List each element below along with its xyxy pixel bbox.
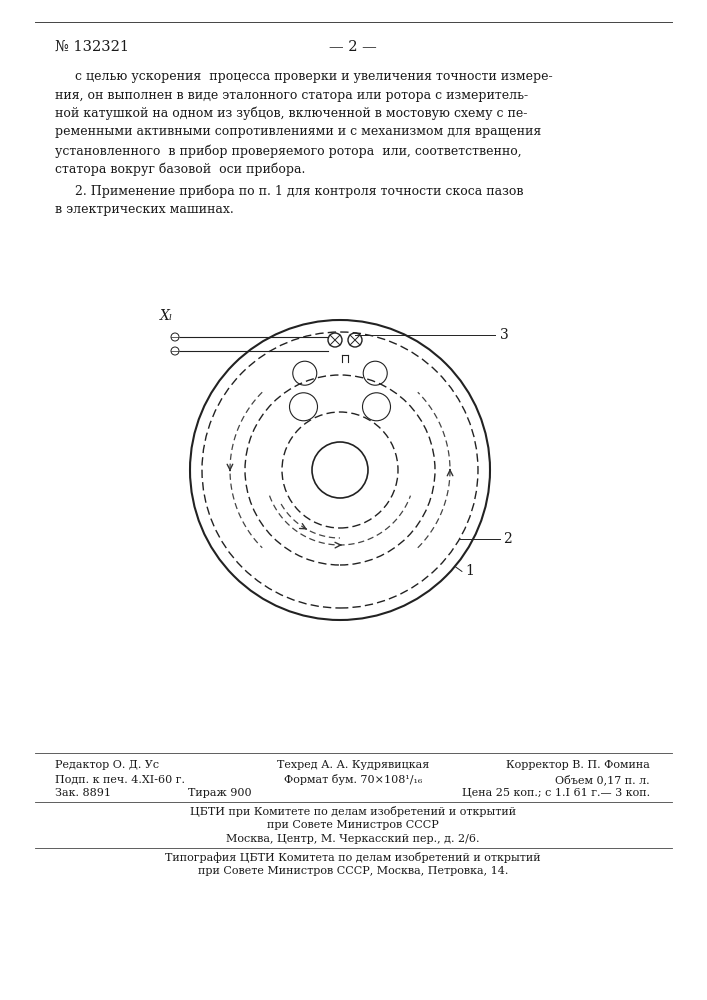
Text: 2: 2 — [503, 532, 512, 546]
Text: с целью ускорения  процесса проверки и увеличения точности измере-: с целью ускорения процесса проверки и ув… — [75, 70, 553, 83]
Text: статора вокруг базовой  оси прибора.: статора вокруг базовой оси прибора. — [55, 162, 305, 176]
Text: Типография ЦБТИ Комитета по делам изобретений и открытий: Типография ЦБТИ Комитета по делам изобре… — [165, 852, 541, 863]
Text: Корректор В. П. Фомина: Корректор В. П. Фомина — [506, 760, 650, 770]
Text: ной катушкой на одном из зубцов, включенной в мостовую схему с пе-: ной катушкой на одном из зубцов, включен… — [55, 107, 527, 120]
Text: Тираж 900: Тираж 900 — [188, 788, 252, 798]
Text: Редактор О. Д. Ус: Редактор О. Д. Ус — [55, 760, 159, 770]
Text: 3: 3 — [500, 328, 509, 342]
Text: 1: 1 — [465, 564, 474, 578]
Text: Формат бум. 70×108¹/₁₆: Формат бум. 70×108¹/₁₆ — [284, 774, 422, 785]
Text: Объем 0,17 п. л.: Объем 0,17 п. л. — [556, 774, 650, 785]
Text: Москва, Центр, М. Черкасский пер., д. 2/6.: Москва, Центр, М. Черкасский пер., д. 2/… — [226, 834, 480, 844]
Text: в электрических машинах.: в электрических машинах. — [55, 204, 234, 217]
Text: установленного  в прибор проверяемого ротора  или, соответственно,: установленного в прибор проверяемого рот… — [55, 144, 522, 157]
Text: ЦБТИ при Комитете по делам изобретений и открытий: ЦБТИ при Комитете по делам изобретений и… — [190, 806, 516, 817]
Text: 2. Применение прибора по п. 1 для контроля точности скоса пазов: 2. Применение прибора по п. 1 для контро… — [75, 185, 523, 198]
Text: при Совете Министров СССР, Москва, Петровка, 14.: при Совете Министров СССР, Москва, Петро… — [198, 866, 508, 876]
Text: ния, он выполнен в виде эталонного статора или ротора с измеритель-: ния, он выполнен в виде эталонного стато… — [55, 89, 528, 102]
Text: при Совете Министров СССР: при Совете Министров СССР — [267, 820, 439, 830]
Text: Подп. к печ. 4.XI-60 г.: Подп. к печ. 4.XI-60 г. — [55, 774, 185, 784]
Text: Зак. 8891: Зак. 8891 — [55, 788, 111, 798]
Text: Xₗ: Xₗ — [160, 309, 173, 323]
Text: — 2 —: — 2 — — [329, 40, 377, 54]
Text: Техред А. А. Кудрявицкая: Техред А. А. Кудрявицкая — [277, 760, 429, 770]
Text: Цена 25 коп.; с 1.I 61 г.— 3 коп.: Цена 25 коп.; с 1.I 61 г.— 3 коп. — [462, 788, 650, 798]
Text: ременными активными сопротивлениями и с механизмом для вращения: ременными активными сопротивлениями и с … — [55, 125, 542, 138]
Text: № 132321: № 132321 — [55, 40, 129, 54]
